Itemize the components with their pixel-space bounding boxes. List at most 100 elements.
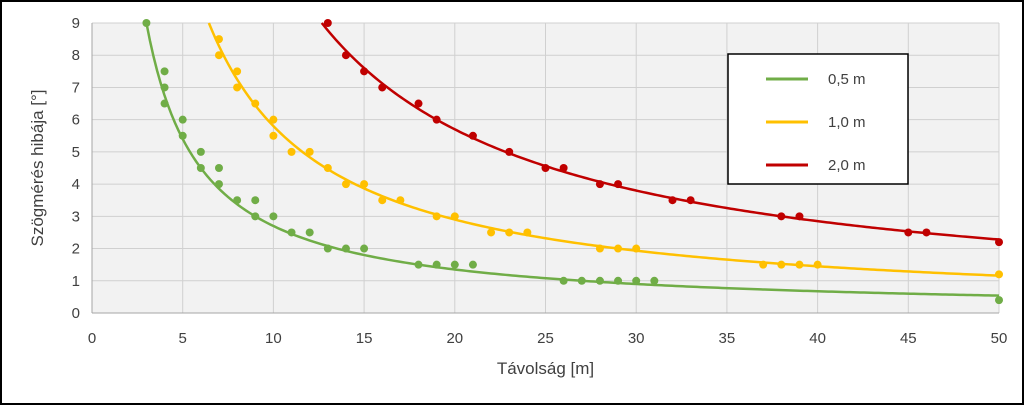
data-point — [360, 180, 369, 189]
data-point — [396, 196, 405, 205]
x-tick-label: 30 — [628, 330, 645, 347]
data-point — [813, 260, 822, 269]
y-tick-label: 3 — [72, 208, 80, 225]
data-point — [995, 296, 1003, 305]
y-axis-title: Szögmérés hibája [°] — [28, 89, 47, 246]
data-point — [432, 260, 441, 269]
x-tick-label: 20 — [446, 330, 463, 347]
data-point — [595, 244, 604, 253]
data-point — [995, 238, 1003, 247]
x-tick-label: 35 — [719, 330, 736, 347]
data-point — [559, 276, 568, 285]
data-point — [142, 19, 151, 27]
legend-label: 1,0 m — [828, 114, 866, 131]
x-tick-label: 25 — [537, 330, 554, 347]
data-point — [922, 228, 931, 237]
legend-label: 0,5 m — [828, 71, 866, 88]
data-point — [178, 131, 187, 140]
data-point — [777, 260, 786, 269]
legend: 0,5 m 1,0 m 2,0 m — [727, 53, 909, 185]
data-point — [233, 196, 242, 205]
data-point — [523, 228, 532, 237]
data-point — [595, 180, 604, 189]
data-point — [196, 147, 205, 156]
data-point — [269, 212, 278, 221]
data-point — [614, 276, 623, 285]
x-tick-label: 15 — [356, 330, 373, 347]
y-tick-label: 8 — [72, 47, 80, 64]
legend-box — [727, 53, 909, 185]
data-point — [160, 67, 169, 76]
data-point — [341, 244, 350, 253]
data-point — [341, 51, 350, 60]
data-point — [251, 99, 260, 108]
data-point — [160, 83, 169, 92]
y-tick-label: 4 — [72, 176, 80, 193]
data-point — [541, 164, 550, 172]
data-point — [759, 260, 768, 269]
data-point — [214, 51, 223, 60]
x-tick-label: 40 — [809, 330, 826, 347]
data-point — [323, 244, 332, 253]
data-point — [269, 131, 278, 140]
data-point — [450, 212, 459, 221]
legend-label: 2,0 m — [828, 157, 866, 174]
data-point — [559, 164, 568, 172]
data-point — [233, 67, 242, 76]
data-point — [795, 212, 804, 221]
trend-curve-1,0 m — [207, 22, 1000, 277]
data-point — [468, 131, 477, 140]
y-tick-label: 9 — [72, 15, 80, 32]
data-point — [305, 147, 314, 156]
data-point — [214, 164, 223, 172]
y-tick-label: 6 — [72, 112, 80, 129]
y-tick-label: 5 — [72, 144, 80, 161]
data-point — [595, 276, 604, 285]
data-points — [142, 19, 1003, 305]
x-tick-label: 10 — [265, 330, 282, 347]
data-point — [487, 228, 496, 237]
data-point — [414, 260, 423, 269]
data-point — [668, 196, 677, 205]
data-point — [214, 180, 223, 189]
data-point — [378, 196, 387, 205]
data-point — [160, 99, 169, 108]
data-point — [233, 83, 242, 92]
data-point — [378, 83, 387, 92]
data-point — [287, 147, 296, 156]
data-point — [650, 276, 659, 285]
data-point — [995, 270, 1003, 279]
data-point — [305, 228, 314, 237]
y-tick-label: 1 — [72, 273, 80, 290]
axes — [91, 23, 999, 314]
data-point — [251, 196, 260, 205]
data-point — [795, 260, 804, 269]
data-point — [632, 276, 641, 285]
data-point — [577, 276, 586, 285]
data-point — [196, 164, 205, 172]
data-point — [777, 212, 786, 221]
data-point — [323, 19, 332, 27]
x-tick-label: 5 — [179, 330, 187, 347]
data-point — [505, 147, 514, 156]
data-point — [432, 212, 441, 221]
y-tick-label: 7 — [72, 79, 80, 96]
x-tick-label: 0 — [88, 330, 96, 347]
data-point — [251, 212, 260, 221]
data-point — [360, 67, 369, 76]
data-point — [614, 244, 623, 253]
data-point — [505, 228, 514, 237]
data-point — [178, 115, 187, 124]
y-tick-label: 0 — [72, 305, 80, 322]
data-point — [214, 35, 223, 44]
data-point — [450, 260, 459, 269]
data-point — [614, 180, 623, 189]
data-point — [468, 260, 477, 269]
data-point — [341, 180, 350, 189]
data-point — [360, 244, 369, 253]
data-point — [414, 99, 423, 108]
x-tick-label: 45 — [900, 330, 917, 347]
data-point — [686, 196, 695, 205]
